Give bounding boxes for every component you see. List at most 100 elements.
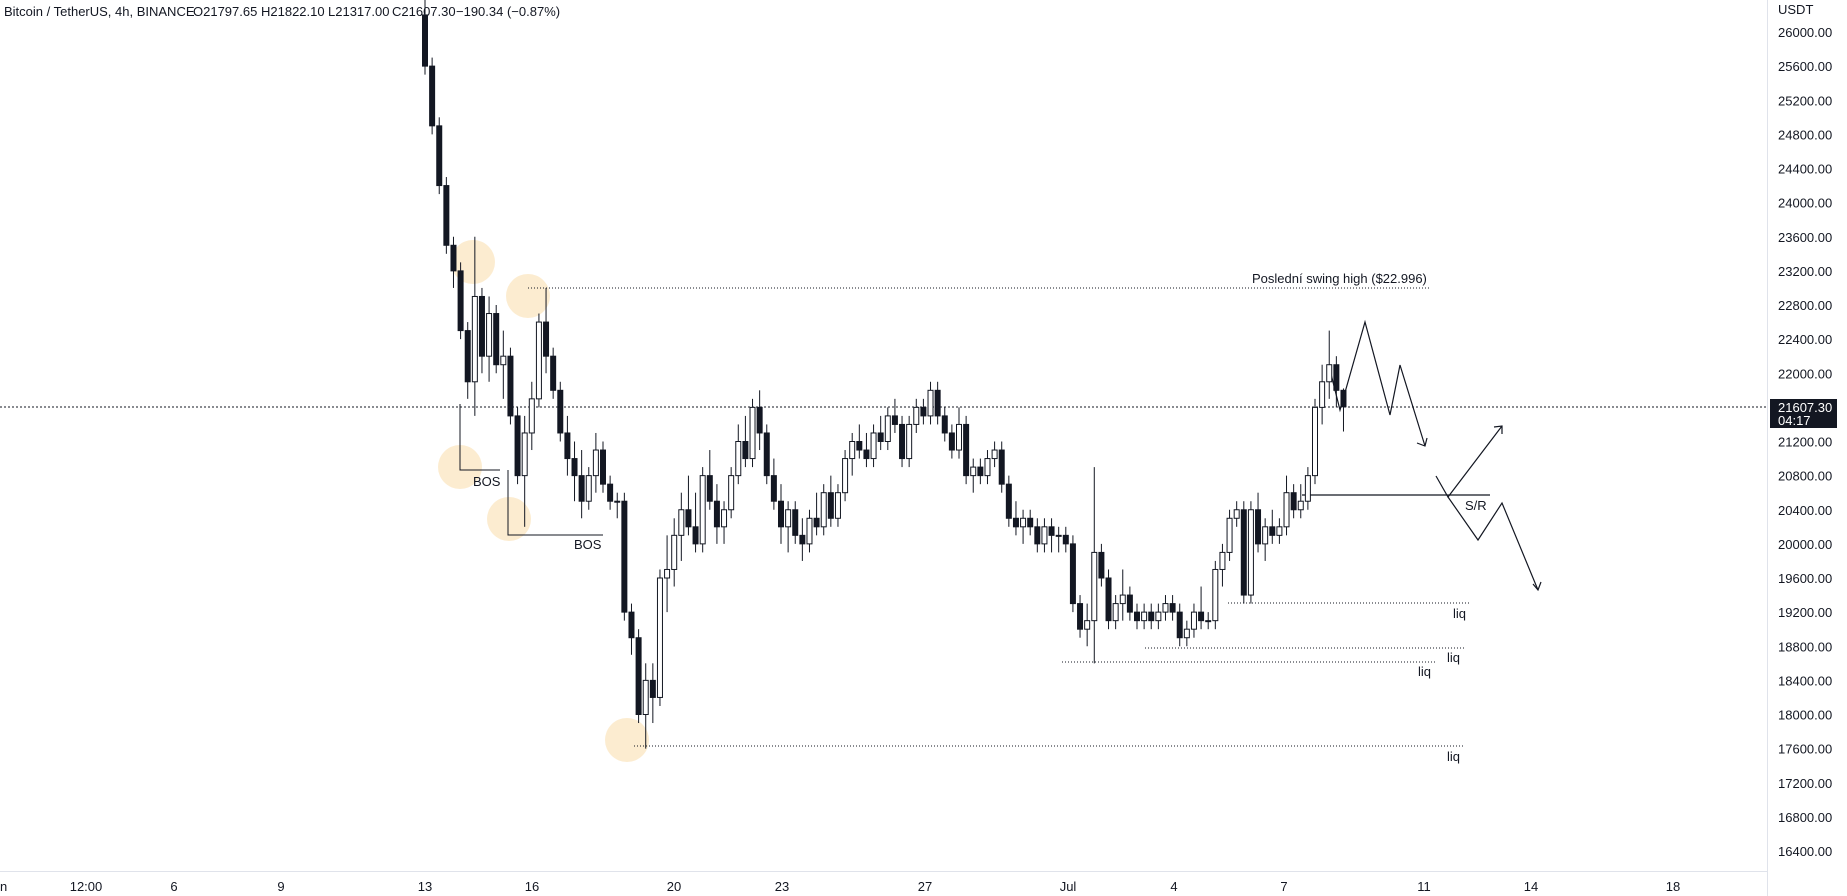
price-tick-label: 16800.00	[1778, 810, 1832, 825]
swing-highlight	[487, 497, 531, 541]
last-price-countdown: 04:17	[1778, 413, 1811, 428]
candle-up	[699, 475, 706, 545]
candle-down	[1027, 517, 1034, 528]
candle-up	[834, 492, 841, 519]
last-price-tag: 21607.30 04:17	[1770, 399, 1837, 428]
candle-down	[948, 432, 955, 451]
candle-up	[1020, 517, 1027, 528]
price-tick-label: 26000.00	[1778, 25, 1832, 40]
candle-down	[1098, 551, 1105, 579]
time-tick-label: 6	[170, 879, 177, 894]
candle-up	[1297, 500, 1304, 511]
price-tick-label: 16400.00	[1778, 844, 1832, 859]
candle-down	[600, 449, 606, 485]
candle-down	[1269, 526, 1276, 536]
candle-down	[863, 449, 870, 460]
legend-close: C21607.30	[392, 4, 456, 19]
candle-down	[429, 65, 436, 127]
projection-path-top	[1329, 319, 1426, 447]
candle-up	[1055, 534, 1062, 537]
candle-down	[1340, 389, 1347, 408]
candle-down	[1048, 526, 1055, 536]
candle-down	[1012, 517, 1019, 528]
candle-up	[913, 406, 920, 425]
candle-down	[1176, 611, 1183, 639]
swing-highlight	[605, 718, 649, 762]
candle-down	[706, 475, 713, 502]
candle-up	[849, 441, 856, 460]
candle-down	[1148, 611, 1155, 622]
bos-label-1: BOS	[473, 474, 501, 489]
candle-up	[656, 577, 663, 698]
time-tick-label: 9	[277, 879, 284, 894]
projection-path-bear	[1447, 496, 1539, 591]
candle-up	[749, 406, 756, 460]
time-tick-label: 11	[1417, 879, 1431, 894]
candle-up	[906, 423, 913, 460]
projection-path-bull	[1435, 425, 1503, 499]
candle-down	[998, 449, 1005, 485]
candle-down	[792, 509, 799, 536]
candle-down	[649, 679, 656, 698]
candles	[422, 0, 1347, 749]
price-tick-label: 17200.00	[1778, 776, 1832, 791]
candle-down	[464, 330, 471, 383]
symbol-legend: Bitcoin / TetherUS, 4h, BINANCE O21797.6…	[4, 4, 560, 19]
candle-up	[585, 475, 592, 502]
legend-high: H21822.10	[261, 4, 325, 19]
candle-down	[1126, 594, 1133, 613]
candle-down	[1240, 509, 1247, 596]
candle-up	[1212, 568, 1219, 622]
candle-down	[1169, 603, 1176, 613]
candle-up	[521, 432, 528, 477]
candle-down	[436, 125, 443, 187]
candle-down	[422, 14, 428, 67]
candle-up	[535, 321, 542, 400]
price-axis[interactable]: USDT 16400.00 16800.00 17200.00 17600.00 180…	[1778, 2, 1832, 859]
annotation-drawings	[459, 287, 1542, 747]
time-tick-label: 18	[1666, 879, 1680, 894]
price-tick-label: 22000.00	[1778, 366, 1832, 381]
candle-up	[970, 466, 977, 477]
time-tick-label: n	[0, 879, 7, 894]
time-tick-label: 7	[1280, 879, 1287, 894]
candle-up	[642, 679, 649, 715]
candle-up	[728, 475, 735, 511]
candle-down	[457, 270, 464, 332]
candle-up	[614, 500, 621, 503]
price-tick-label: 17600.00	[1778, 742, 1832, 757]
price-tick-label: 18800.00	[1778, 639, 1832, 654]
price-tick-label: 18000.00	[1778, 708, 1832, 723]
candle-up	[870, 432, 877, 460]
candle-up	[842, 458, 849, 494]
price-tick-label: 24400.00	[1778, 162, 1832, 177]
candle-down	[941, 415, 948, 434]
candle-up	[528, 398, 535, 434]
candle-down	[1333, 364, 1340, 391]
candle-down	[607, 483, 614, 502]
time-tick-label: 23	[775, 879, 789, 894]
candle-down	[1198, 611, 1205, 622]
candle-down	[635, 637, 642, 715]
price-tick-label: 23600.00	[1778, 230, 1832, 245]
time-tick-label: 16	[525, 879, 539, 894]
candle-down	[856, 441, 863, 451]
candle-down	[1034, 526, 1041, 545]
price-tick-label: 24000.00	[1778, 196, 1832, 211]
candle-up	[1262, 526, 1269, 545]
candle-up	[1112, 603, 1119, 622]
candle-down	[813, 517, 820, 528]
price-tick-label: 22400.00	[1778, 332, 1832, 347]
candle-up	[1233, 509, 1240, 519]
candle-down	[692, 526, 699, 545]
legend-change: −190.34 (−0.87%)	[456, 4, 560, 19]
candle-down	[571, 458, 578, 477]
price-tick-label: 23200.00	[1778, 264, 1832, 279]
candle-down	[1069, 543, 1076, 605]
candle-down	[891, 415, 898, 425]
bos-label-2: BOS	[574, 537, 602, 552]
time-axis[interactable]: n 12:00 6 9 13 16 20 23 27 Jul 4 7 11 14 18	[0, 879, 1680, 894]
candle-down	[685, 509, 692, 528]
candle-down	[1077, 603, 1084, 630]
